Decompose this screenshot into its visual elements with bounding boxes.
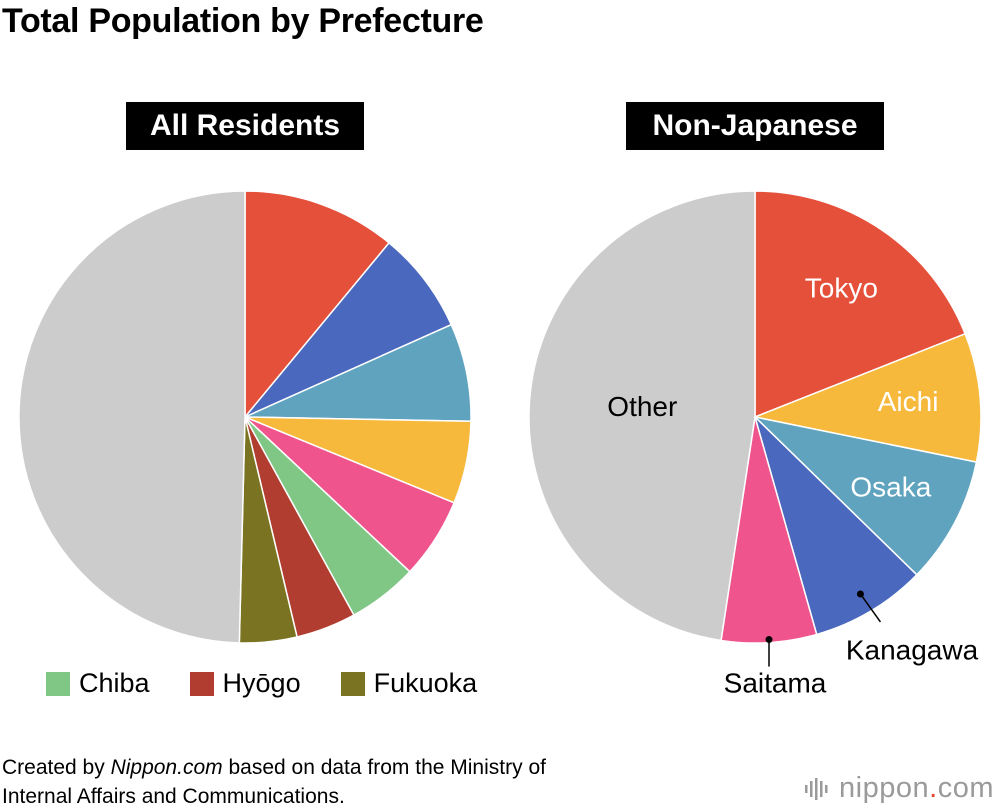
pie-title-all-residents: All Residents bbox=[126, 102, 364, 150]
credit-site: Nippon.com bbox=[110, 756, 223, 779]
brand-dot: . bbox=[929, 772, 938, 804]
all-residents-slice-tokyo bbox=[244, 190, 391, 420]
non-japanese-slice-osaka bbox=[752, 415, 978, 576]
legend-label-hyogo: Hyōgo bbox=[222, 668, 301, 698]
label-non-japanese-tokyo: Tokyo bbox=[805, 272, 878, 303]
pie-title-non-japanese: Non-Japanese bbox=[626, 102, 884, 150]
label-non-japanese-osaka: Osaka bbox=[850, 471, 931, 502]
leader-kanagawa-dot bbox=[856, 590, 864, 598]
nippon-logo: nippon. com bbox=[805, 772, 994, 805]
all-residents-slice-kanagawa bbox=[244, 241, 453, 418]
non-japanese-slice-tokyo bbox=[754, 190, 967, 419]
leader-saitama-dot bbox=[765, 636, 773, 644]
label-non-japanese-aichi: Aichi bbox=[878, 386, 939, 417]
legend-label-chiba: Chiba bbox=[79, 668, 150, 698]
legend-item-chiba: Chiba bbox=[46, 668, 150, 699]
non-japanese-slice-other bbox=[528, 190, 756, 642]
legend-swatch-hyogo bbox=[189, 671, 214, 696]
pie-non-japanese bbox=[528, 190, 982, 644]
nippon-logo-icon bbox=[805, 777, 828, 800]
legend-swatch-chiba bbox=[46, 671, 70, 696]
brand-tld: com bbox=[937, 772, 994, 804]
legend-item-hyogo: Hyōgo bbox=[189, 668, 301, 699]
non-japanese-slice-kanagawa bbox=[753, 414, 918, 636]
leader-kanagawa bbox=[859, 593, 882, 623]
legend-item-fukuoka: Fukuoka bbox=[340, 668, 478, 699]
label-non-japanese-kanagawa: Kanagawa bbox=[846, 634, 979, 665]
pie-all-residents bbox=[18, 190, 472, 644]
legend: Chiba Hyōgo Fukuoka bbox=[46, 668, 517, 699]
non-japanese-slice-aichi bbox=[752, 332, 982, 464]
legend-label-fukuoka: Fukuoka bbox=[373, 668, 478, 698]
credit-suffix: based on data from the Ministry of bbox=[222, 756, 546, 779]
legend-swatch-fukuoka bbox=[340, 671, 365, 696]
label-non-japanese-saitama: Saitama bbox=[724, 667, 827, 698]
brand-name: nippon bbox=[839, 772, 930, 804]
label-non-japanese-other: Other bbox=[607, 391, 677, 422]
credit-prefix: Created by bbox=[2, 756, 111, 779]
chart-title: Total Population by Prefecture bbox=[2, 2, 484, 40]
source-credit: Created by Nippon.com based on data from… bbox=[2, 753, 546, 811]
all-residents-slice-other bbox=[18, 190, 246, 644]
credit-line2: Internal Affairs and Communications. bbox=[2, 785, 345, 808]
pie-labels-non-japanese: Tokyo Aichi Osaka Kanagawa Saitama Other bbox=[607, 272, 978, 698]
